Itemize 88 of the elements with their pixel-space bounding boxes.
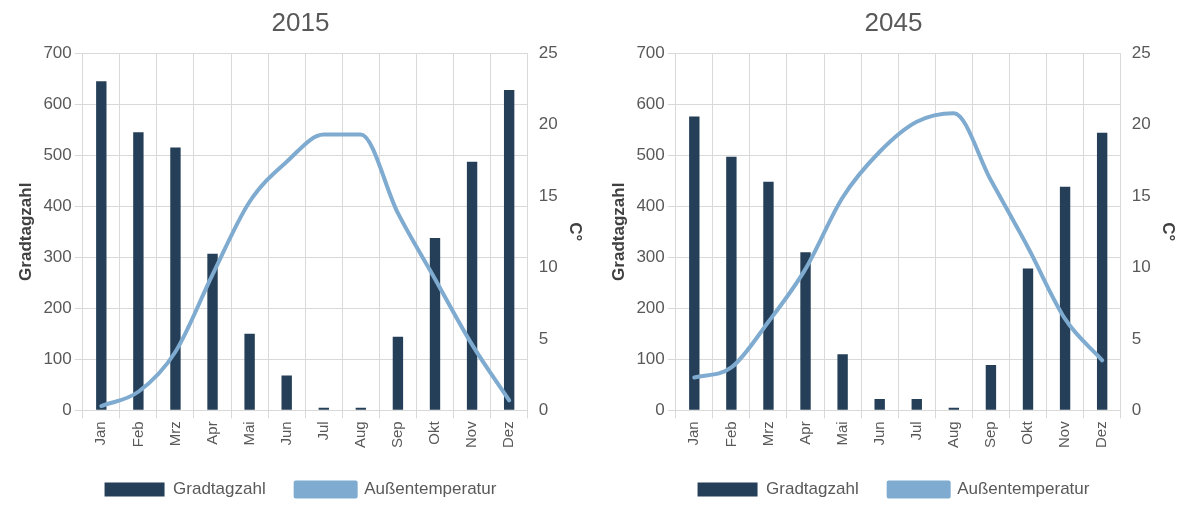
- x-tick-label: Mrz: [165, 421, 183, 447]
- bar: [244, 333, 255, 410]
- x-tick-label: Jun: [276, 421, 294, 446]
- x-tick-label: Feb: [128, 421, 146, 448]
- y2-tick-label: 10: [538, 257, 558, 277]
- y2-tick-label: 15: [538, 185, 558, 205]
- y2-axis-title: C°: [1159, 222, 1179, 242]
- y2-tick-label: 25: [538, 42, 558, 62]
- x-tick-label: Sep: [981, 421, 999, 449]
- y-tick-label: 0: [655, 400, 665, 419]
- y-tick-label: 200: [43, 297, 72, 317]
- x-tick-label: Mai: [832, 421, 850, 446]
- y-tick-label: 600: [43, 93, 72, 113]
- bar: [837, 354, 848, 410]
- bar: [1059, 186, 1071, 410]
- bar: [911, 399, 922, 410]
- x-tick-label: Dez: [1092, 421, 1110, 448]
- y2-tick-label: 5: [538, 328, 549, 348]
- x-tick-label: Mrz: [758, 421, 776, 447]
- x-tick-label: Okt: [1018, 420, 1036, 445]
- y-axis-title: Gradtagzahl: [608, 182, 628, 281]
- bar: [429, 237, 441, 410]
- x-tick-label: Jan: [91, 421, 109, 446]
- bar: [874, 399, 885, 410]
- y-tick-label: 100: [43, 348, 72, 368]
- x-tick-label: Apr: [795, 421, 813, 445]
- y2-axis-title: C°: [566, 222, 586, 242]
- bar: [763, 181, 774, 410]
- x-tick-label: Aug: [350, 421, 368, 449]
- legend-label: Außentemperatur: [957, 479, 1090, 499]
- x-tick-label: Feb: [721, 421, 739, 448]
- bar: [170, 147, 181, 410]
- x-tick-label: Dez: [499, 421, 517, 448]
- x-tick-label: Jan: [684, 421, 702, 446]
- y-tick-label: 500: [43, 144, 72, 164]
- line-series: [692, 111, 1105, 380]
- x-tick-label: Nov: [1055, 420, 1073, 448]
- x-tick-label: Mai: [239, 421, 257, 446]
- y-tick-label: 200: [636, 297, 665, 317]
- bar: [281, 375, 292, 410]
- y2-tick-label: 0: [1131, 400, 1142, 419]
- y-axis-title: Gradtagzahl: [15, 182, 35, 281]
- x-tick-label: Aug: [943, 421, 961, 449]
- x-tick-label: Apr: [202, 421, 220, 445]
- y2-tick-label: 15: [1131, 185, 1151, 205]
- bar: [503, 89, 515, 410]
- y2-tick-label: 25: [1131, 42, 1151, 62]
- y-tick-label: 700: [636, 42, 665, 62]
- x-tick-label: Nov: [462, 420, 480, 448]
- y-tick-label: 500: [636, 144, 665, 164]
- x-tick-label: Jul: [906, 421, 924, 441]
- bar: [800, 252, 811, 410]
- x-tick-label: Sep: [388, 421, 406, 449]
- bar: [207, 253, 218, 410]
- y-tick-label: 700: [43, 42, 72, 62]
- y-tick-label: 100: [636, 348, 665, 368]
- bar: [318, 407, 329, 410]
- x-tick-label: Jul: [313, 421, 331, 441]
- y-tick-label: 0: [62, 400, 72, 419]
- legend-label: Gradtagzahl: [173, 479, 266, 499]
- bar: [355, 407, 367, 410]
- bar: [948, 407, 960, 410]
- bar: [96, 81, 107, 410]
- bar: [985, 364, 997, 410]
- y-tick-label: 400: [43, 195, 72, 215]
- y2-tick-label: 20: [538, 114, 558, 134]
- chart-title: 2045: [864, 6, 923, 37]
- chart-title: 2015: [271, 6, 330, 37]
- y2-tick-label: 5: [1131, 328, 1142, 348]
- line-series: [99, 132, 512, 409]
- bar: [689, 116, 700, 410]
- bar: [1022, 268, 1034, 410]
- y2-tick-label: 0: [538, 400, 549, 419]
- y-tick-label: 300: [43, 246, 72, 266]
- x-tick-label: Jun: [869, 421, 887, 446]
- y-tick-label: 600: [636, 93, 665, 113]
- x-tick-label: Okt: [425, 420, 443, 445]
- legend-label: Außentemperatur: [364, 479, 497, 499]
- bar: [466, 161, 478, 410]
- bar: [392, 336, 404, 410]
- y2-tick-label: 20: [1131, 114, 1151, 134]
- bar: [726, 156, 737, 410]
- bar: [133, 132, 144, 410]
- y2-tick-label: 10: [1131, 257, 1151, 277]
- legend-label: Gradtagzahl: [766, 479, 859, 499]
- bar: [1096, 132, 1108, 410]
- y-tick-label: 300: [636, 246, 665, 266]
- y-tick-label: 400: [636, 195, 665, 215]
